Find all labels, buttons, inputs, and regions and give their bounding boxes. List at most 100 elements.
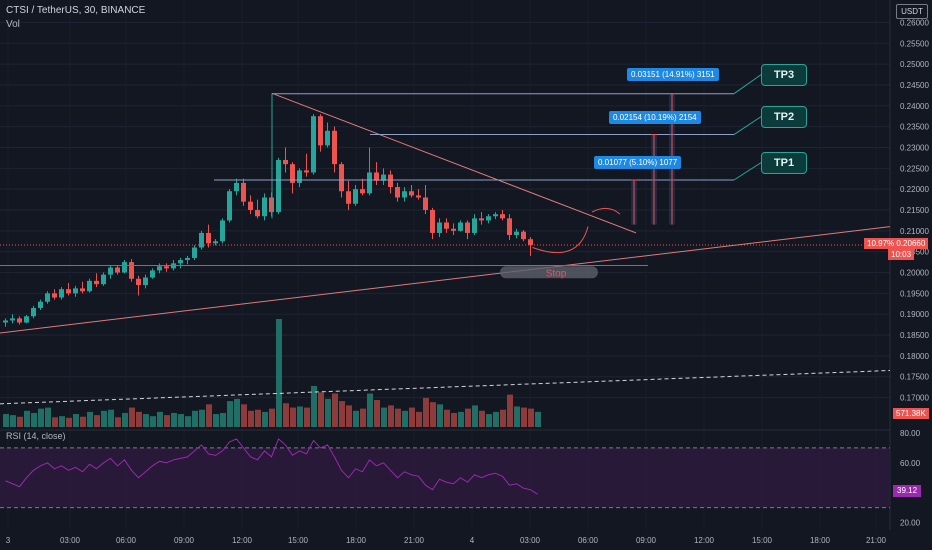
rsi-label: RSI (14, close) — [6, 431, 66, 441]
candle-body — [241, 182, 246, 202]
volume-bar — [31, 412, 37, 427]
symbol-title[interactable]: CTSI / TetherUS, 30, BINANCE — [6, 5, 146, 16]
price-tick-label: 0.25500 — [900, 39, 929, 48]
candle-body — [283, 159, 288, 165]
candle-body — [276, 159, 281, 213]
candle-body — [45, 293, 50, 302]
volume-bar — [220, 412, 226, 427]
candle-body — [255, 210, 260, 217]
candle-body — [493, 214, 498, 217]
time-tick-label: 06:00 — [116, 536, 137, 545]
candle-body — [479, 218, 484, 221]
volume-bar — [367, 393, 373, 427]
volume-bar — [416, 411, 422, 427]
tp2-callout[interactable]: TP2 — [761, 106, 807, 128]
time-tick-label: 09:00 — [636, 536, 657, 545]
candle-body — [500, 214, 505, 219]
volume-bar — [108, 409, 114, 427]
volume-bar — [290, 407, 296, 427]
candle-body — [444, 222, 449, 229]
candle-body — [388, 174, 393, 188]
volume-bar — [59, 416, 65, 427]
time-tick-label: 15:00 — [752, 536, 773, 545]
volume-bar — [388, 405, 394, 427]
price-tick-label: 0.26000 — [900, 18, 929, 27]
candle-body — [395, 187, 400, 198]
candle-body — [80, 288, 85, 292]
candle-body — [136, 278, 141, 286]
rsi-tick-label: 60.00 — [900, 459, 921, 468]
callout-pointer — [733, 73, 763, 95]
volume-bar — [73, 414, 79, 427]
tp1-callout[interactable]: TP1 — [761, 152, 807, 174]
candle-body — [346, 191, 351, 204]
candle-body — [507, 218, 512, 236]
price-tick-label: 0.18000 — [900, 352, 929, 361]
candle-body — [234, 182, 239, 192]
time-tick-label: 4 — [470, 536, 475, 545]
volume-bar — [528, 408, 534, 427]
drawings: Stop — [0, 73, 891, 405]
candle-body — [59, 289, 64, 298]
volume-bar — [227, 401, 233, 427]
price-tick-label: 0.22000 — [900, 185, 929, 194]
time-tick-label: 21:00 — [404, 536, 425, 545]
candle-body — [108, 267, 113, 275]
volume-bar — [297, 406, 303, 427]
volume-bar — [17, 416, 23, 427]
volume-bar — [500, 409, 506, 427]
time-tick-label: 15:00 — [288, 536, 309, 545]
volume-bar — [150, 416, 156, 427]
candle-body — [402, 191, 407, 198]
tp3-measure-label[interactable]: 0.03151 (14.91%) 3151 — [627, 68, 719, 81]
volume-bar — [472, 405, 478, 427]
projection-curve — [591, 207, 621, 215]
volume-bar — [192, 410, 198, 427]
volume-bar — [101, 410, 107, 427]
candle-body — [192, 247, 197, 258]
volume-bar — [311, 385, 317, 427]
volume-bar — [157, 411, 163, 427]
volume-bar — [143, 414, 149, 427]
volume-bar — [10, 415, 16, 427]
candle-body — [374, 172, 379, 181]
volume-bar — [458, 411, 464, 427]
candle-body — [178, 260, 183, 264]
candle-body — [339, 164, 344, 192]
volume-bar — [430, 402, 436, 427]
candle-body — [3, 320, 8, 323]
volume-bar — [283, 403, 289, 427]
candle-body — [290, 164, 295, 183]
candle-body — [465, 222, 470, 233]
candle-body — [213, 241, 218, 244]
volume-bar — [486, 414, 492, 427]
candle-body — [325, 130, 330, 146]
candle-body — [332, 130, 337, 165]
volume-bar — [402, 410, 408, 427]
candle-body — [94, 280, 99, 285]
volume-bars — [3, 319, 541, 427]
candle-body — [437, 222, 442, 233]
volume-bar — [269, 408, 275, 427]
volume-bar — [213, 414, 219, 427]
volume-bar — [493, 411, 499, 427]
currency-button[interactable]: USDT — [896, 4, 928, 19]
time-tick-label: 03:00 — [60, 536, 81, 545]
time-tick-label: 3 — [6, 536, 11, 545]
volume-bar — [535, 411, 541, 427]
tp2-measure-label[interactable]: 0.02154 (10.19%) 2154 — [609, 111, 701, 124]
price-tick-label: 0.23000 — [900, 143, 929, 152]
price-tick-label: 0.18500 — [900, 331, 929, 340]
price-tick-label: 0.21500 — [900, 206, 929, 215]
volume-bar — [185, 416, 191, 427]
volume-bar — [241, 404, 247, 427]
candle-body — [38, 301, 43, 308]
tp3-callout[interactable]: TP3 — [761, 64, 807, 86]
volume-bar — [479, 410, 485, 427]
tp1-measure-label[interactable]: 0.01077 (5.10%) 1077 — [594, 156, 682, 169]
candle-body — [73, 288, 78, 294]
rsi-tick-label: 80.00 — [900, 429, 921, 438]
rsi-tick-label: 20.00 — [900, 519, 921, 528]
